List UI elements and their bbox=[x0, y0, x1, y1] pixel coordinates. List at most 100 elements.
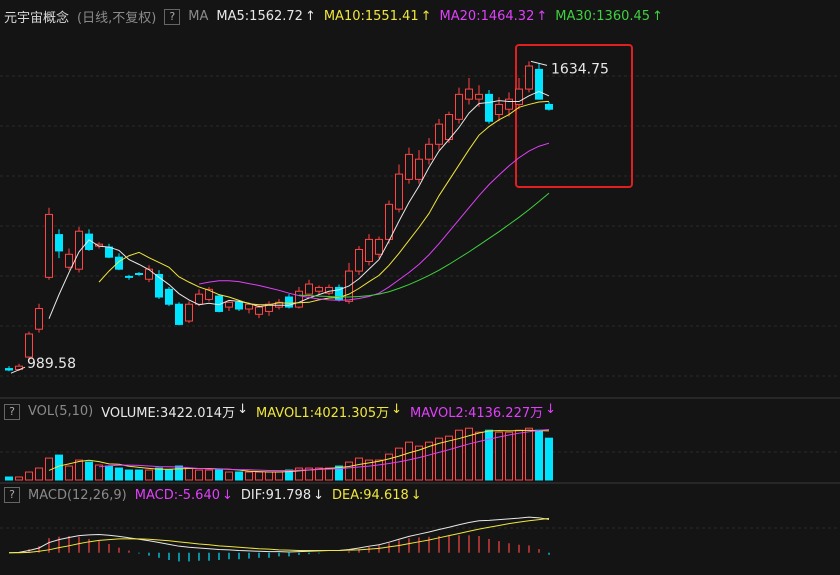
candle-body bbox=[135, 272, 143, 275]
volume-bar bbox=[215, 469, 223, 481]
candle-body bbox=[155, 273, 163, 298]
volume-bar bbox=[15, 476, 23, 481]
candle-body bbox=[385, 203, 393, 240]
candle-body bbox=[35, 308, 43, 330]
legend-label: DIF:91.798 bbox=[240, 487, 312, 503]
legend-arrow: ↑ bbox=[304, 9, 316, 24]
legend-arrow: ↓ bbox=[237, 402, 248, 417]
candle-body bbox=[195, 293, 203, 305]
volume-bar bbox=[165, 469, 173, 481]
legend-item: MA5:1562.72 ↑ bbox=[216, 9, 315, 24]
candle-body bbox=[545, 103, 553, 110]
annotation-arrow bbox=[530, 60, 548, 66]
volume-bar bbox=[465, 427, 473, 481]
legend-label: MACD:-5.640 bbox=[134, 487, 220, 503]
legend-arrow: ↓ bbox=[410, 487, 422, 503]
volume-bar bbox=[405, 441, 413, 481]
candle-body bbox=[295, 290, 303, 308]
candle-body bbox=[405, 153, 413, 180]
indicator-line bbox=[298, 192, 550, 298]
candle-body bbox=[165, 288, 173, 305]
indicator: MACD(12,26,9) bbox=[28, 487, 127, 503]
indicator-line bbox=[9, 517, 550, 554]
volume-legend: ? VOL(5,10) VOLUME:3422.014万 ↓ MAVOL1:4021… bbox=[4, 402, 556, 421]
volume-bar bbox=[255, 471, 263, 481]
candle-body bbox=[535, 68, 543, 100]
candle-body bbox=[145, 268, 153, 280]
legend-label: VOLUME:3422.014万 bbox=[101, 406, 236, 421]
volume-bar bbox=[475, 431, 483, 481]
candle-body bbox=[525, 65, 533, 90]
candle-body bbox=[65, 253, 73, 268]
candle-body bbox=[255, 306, 263, 315]
volume-bar bbox=[435, 437, 443, 481]
legend-arrow: ↓ bbox=[222, 487, 233, 503]
volume-bar bbox=[135, 469, 143, 481]
volume-bar bbox=[425, 441, 433, 481]
candle-body bbox=[425, 143, 433, 160]
help-button[interactable]: ? bbox=[4, 403, 20, 420]
legend-label: MA10:1551.41 bbox=[323, 9, 419, 24]
macd-legend: ? MACD(12,26,9) MACD:-5.640 ↓ DIF:91.798 ↓ D… bbox=[4, 487, 422, 503]
candle-body bbox=[505, 98, 513, 110]
volume-bar bbox=[115, 467, 123, 481]
volume-bar bbox=[175, 465, 183, 481]
legend-label: MA30:1360.45 bbox=[555, 9, 651, 24]
candle-body bbox=[435, 123, 443, 145]
candle-body bbox=[185, 303, 193, 322]
volume-bar bbox=[415, 445, 423, 481]
legend-label: DEA:94.618 bbox=[332, 487, 409, 503]
volume-bar bbox=[205, 469, 213, 481]
legend-arrow: ↑ bbox=[652, 9, 663, 24]
volume-bar bbox=[195, 469, 203, 481]
candle-body bbox=[485, 93, 493, 122]
volume-bar bbox=[325, 467, 333, 481]
legend-arrow: ↓ bbox=[391, 402, 403, 417]
legend-item: MA30:1360.45 ↑ bbox=[555, 9, 663, 24]
volume-bar bbox=[345, 461, 353, 481]
volume-bar bbox=[315, 467, 323, 481]
volume-bar bbox=[5, 476, 13, 481]
candle-body bbox=[355, 248, 363, 272]
volume-bar bbox=[305, 467, 313, 481]
volume-bar bbox=[545, 437, 553, 481]
volume-bar bbox=[85, 461, 93, 481]
candle-body bbox=[205, 288, 213, 300]
legend-arrow: ↓ bbox=[313, 487, 324, 503]
volume-bar bbox=[535, 429, 543, 481]
help-button[interactable]: ? bbox=[164, 8, 181, 25]
volume-bar bbox=[145, 469, 153, 481]
legend-item: DEA:94.618 ↓ bbox=[332, 488, 422, 503]
candle-body bbox=[225, 301, 233, 308]
volume-bar bbox=[155, 467, 163, 481]
legend-label: MA5:1562.72 bbox=[216, 9, 303, 24]
volume-bar bbox=[355, 457, 363, 481]
candle-body bbox=[335, 286, 343, 300]
subtitle: (日线,不复权) bbox=[77, 11, 157, 26]
volume-bar bbox=[525, 427, 533, 481]
volume-bar bbox=[235, 471, 243, 481]
indicator-line bbox=[8, 516, 550, 554]
volume-bar bbox=[275, 471, 283, 481]
legend-arrow: ↓ bbox=[545, 402, 557, 417]
indicator-line bbox=[98, 428, 550, 472]
candle-body bbox=[515, 88, 523, 105]
volume-bar bbox=[185, 467, 193, 481]
volume-bar bbox=[385, 453, 393, 481]
volume-bar bbox=[25, 471, 33, 481]
candle-body bbox=[45, 213, 53, 278]
candle-body bbox=[75, 230, 83, 270]
candle-body bbox=[245, 303, 253, 310]
legend-label: MA20:1464.32 bbox=[439, 9, 535, 24]
indicator-line bbox=[98, 100, 550, 306]
annotation: 989.58 bbox=[27, 356, 76, 372]
legend-arrow: ↑ bbox=[536, 9, 548, 24]
indicator: VOL(5,10) bbox=[28, 404, 94, 419]
candle-body bbox=[175, 303, 183, 325]
help-button[interactable]: ? bbox=[4, 487, 20, 503]
volume-bar bbox=[515, 429, 523, 481]
indicator-line bbox=[198, 142, 550, 301]
main-legend: 元宇宙概念 (日线,不复权) ? MA MA5:1562.72 ↑ MA10:155… bbox=[4, 7, 663, 26]
